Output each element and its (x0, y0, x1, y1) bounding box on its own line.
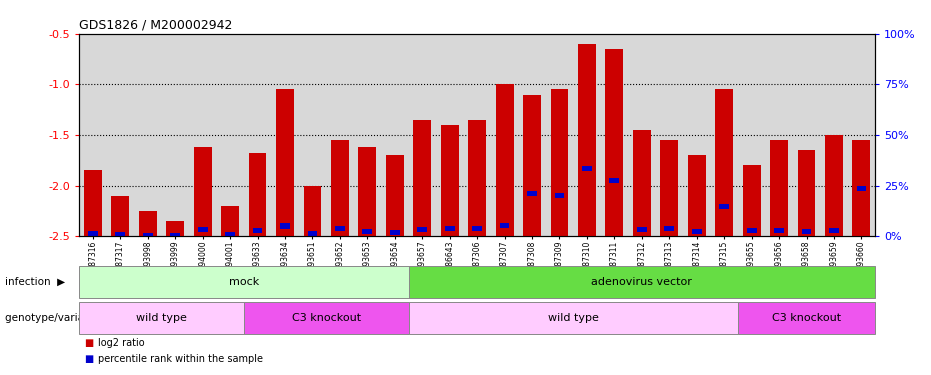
Bar (390, 230, 399, 235)
Bar (550, 90, 569, 236)
Bar (798, 150, 816, 236)
Bar (197, 226, 208, 232)
Bar (307, 231, 317, 236)
Bar (853, 140, 870, 236)
Bar (578, 44, 596, 236)
Bar (825, 135, 843, 236)
Text: ■: ■ (84, 354, 93, 364)
Bar (225, 232, 235, 237)
Bar (495, 84, 514, 236)
Text: wild type: wild type (547, 313, 599, 323)
Bar (88, 231, 98, 236)
Text: ■: ■ (84, 338, 93, 348)
Bar (472, 226, 482, 231)
Bar (413, 120, 431, 236)
Bar (468, 120, 486, 236)
Text: C3 knockout: C3 knockout (291, 313, 360, 323)
Bar (770, 140, 788, 236)
Bar (633, 130, 651, 236)
Text: GDS1826 / M200002942: GDS1826 / M200002942 (79, 18, 233, 31)
Bar (743, 165, 761, 236)
Bar (857, 186, 867, 190)
Bar (362, 229, 372, 234)
Bar (775, 228, 784, 233)
Bar (802, 228, 812, 234)
Bar (527, 191, 537, 196)
Text: adenovirus vector: adenovirus vector (591, 277, 693, 287)
Bar (605, 49, 623, 236)
Bar (252, 228, 263, 233)
Bar (417, 227, 427, 232)
Bar (500, 223, 509, 228)
Bar (715, 90, 733, 236)
Text: genotype/variation  ▶: genotype/variation ▶ (5, 313, 118, 323)
Bar (660, 140, 678, 236)
Bar (385, 155, 404, 236)
Bar (304, 186, 321, 236)
Bar (610, 177, 619, 183)
Bar (720, 204, 729, 209)
Bar (688, 155, 706, 236)
Text: infection  ▶: infection ▶ (5, 277, 65, 287)
Bar (222, 206, 239, 236)
Bar (692, 229, 702, 234)
Bar (139, 211, 156, 236)
Text: mock: mock (229, 277, 259, 287)
Bar (84, 170, 101, 236)
Bar (523, 94, 541, 236)
Text: C3 knockout: C3 knockout (772, 313, 841, 323)
Text: wild type: wild type (136, 313, 187, 323)
Bar (358, 147, 376, 236)
Bar (747, 228, 757, 233)
Bar (440, 125, 459, 236)
Bar (830, 228, 839, 233)
Bar (115, 232, 125, 237)
Bar (194, 147, 211, 236)
Bar (335, 226, 344, 231)
Bar (445, 226, 454, 231)
Bar (665, 226, 674, 231)
Bar (555, 193, 564, 198)
Bar (277, 90, 294, 236)
Bar (280, 224, 290, 228)
Bar (167, 221, 184, 236)
Bar (331, 140, 349, 236)
Bar (249, 153, 266, 236)
Text: log2 ratio: log2 ratio (98, 338, 144, 348)
Text: percentile rank within the sample: percentile rank within the sample (98, 354, 263, 364)
Bar (142, 233, 153, 238)
Bar (112, 196, 129, 236)
Bar (582, 166, 592, 171)
Bar (170, 233, 180, 238)
Bar (637, 227, 647, 232)
